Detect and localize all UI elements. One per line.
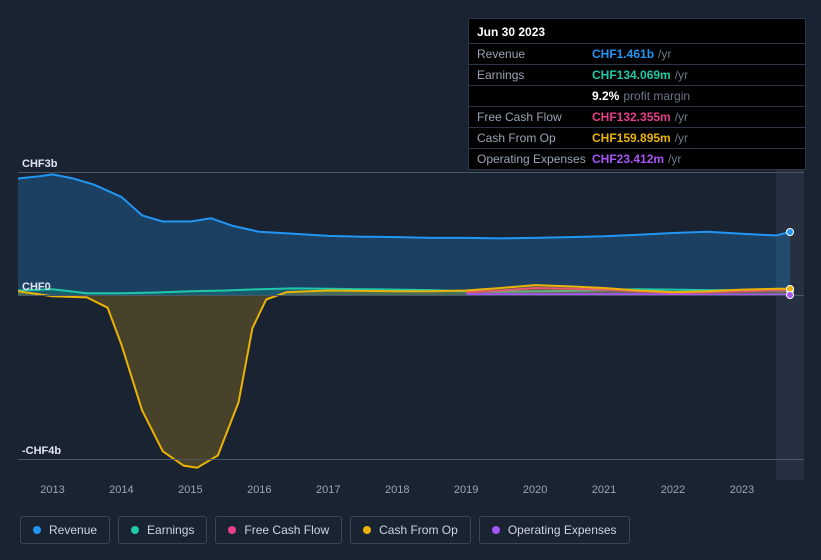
tooltip-date: Jun 30 2023 bbox=[469, 19, 805, 44]
tooltip-label: Revenue bbox=[477, 47, 592, 61]
tooltip-row: Cash From OpCHF159.895m/yr bbox=[469, 128, 805, 149]
tooltip-label: Earnings bbox=[477, 68, 592, 82]
legend-item[interactable]: Free Cash Flow bbox=[215, 516, 342, 544]
legend: Revenue Earnings Free Cash Flow Cash From O… bbox=[20, 516, 630, 544]
tooltip-row: EarningsCHF134.069m/yr bbox=[469, 65, 805, 86]
gridline bbox=[18, 172, 804, 173]
legend-item[interactable]: Revenue bbox=[20, 516, 110, 544]
tooltip-label: Operating Expenses bbox=[477, 152, 592, 166]
legend-dot-icon bbox=[492, 526, 500, 534]
gridline bbox=[18, 295, 804, 296]
tooltip-value: CHF132.355m/yr bbox=[592, 110, 688, 124]
legend-label: Earnings bbox=[147, 523, 194, 537]
tooltip-value: CHF23.412m/yr bbox=[592, 152, 681, 166]
x-axis-label: 2022 bbox=[661, 484, 685, 496]
legend-label: Free Cash Flow bbox=[244, 523, 329, 537]
x-axis-label: 2019 bbox=[454, 484, 478, 496]
chart-plot[interactable]: CHF3b CHF0 -CHF4b bbox=[18, 160, 804, 480]
tooltip-box: Jun 30 2023 RevenueCHF1.461b/yrEarningsC… bbox=[468, 18, 806, 170]
legend-label: Revenue bbox=[49, 523, 97, 537]
legend-dot-icon bbox=[33, 526, 41, 534]
tooltip-row: Free Cash FlowCHF132.355m/yr bbox=[469, 107, 805, 128]
tooltip-value: CHF1.461b/yr bbox=[592, 47, 671, 61]
y-axis-label: -CHF4b bbox=[22, 445, 61, 457]
tooltip-row: Operating ExpensesCHF23.412m/yr bbox=[469, 149, 805, 169]
tooltip-label: Cash From Op bbox=[477, 131, 592, 145]
gridline bbox=[18, 459, 804, 460]
legend-dot-icon bbox=[131, 526, 139, 534]
chart-svg bbox=[18, 160, 804, 480]
chart-container: Jun 30 2023 RevenueCHF1.461b/yrEarningsC… bbox=[0, 0, 821, 560]
legend-label: Operating Expenses bbox=[508, 523, 617, 537]
series-end-marker bbox=[786, 228, 794, 236]
x-axis-label: 2021 bbox=[592, 484, 616, 496]
legend-item[interactable]: Earnings bbox=[118, 516, 207, 544]
x-axis-labels: 2013 2014 2015 2016 2017 2018 2019 2020 2021 2022… bbox=[18, 484, 804, 502]
y-axis-label: CHF0 bbox=[22, 281, 51, 293]
tooltip-row: 9.2%profit margin bbox=[469, 86, 805, 107]
x-axis-label: 2020 bbox=[523, 484, 547, 496]
legend-dot-icon bbox=[363, 526, 371, 534]
tooltip-value: CHF159.895m/yr bbox=[592, 131, 688, 145]
y-axis-label: CHF3b bbox=[22, 158, 57, 170]
x-axis-label: 2023 bbox=[730, 484, 754, 496]
x-axis-label: 2016 bbox=[247, 484, 271, 496]
tooltip-row: RevenueCHF1.461b/yr bbox=[469, 44, 805, 65]
x-axis-label: 2013 bbox=[40, 484, 64, 496]
x-axis-label: 2014 bbox=[109, 484, 133, 496]
legend-item[interactable]: Operating Expenses bbox=[479, 516, 630, 544]
series-end-marker bbox=[786, 291, 794, 299]
x-axis-label: 2018 bbox=[385, 484, 409, 496]
x-axis-label: 2017 bbox=[316, 484, 340, 496]
tooltip-label bbox=[477, 89, 592, 103]
tooltip-value: CHF134.069m/yr bbox=[592, 68, 688, 82]
legend-item[interactable]: Cash From Op bbox=[350, 516, 471, 544]
tooltip-value: 9.2%profit margin bbox=[592, 89, 690, 103]
legend-label: Cash From Op bbox=[379, 523, 458, 537]
legend-dot-icon bbox=[228, 526, 236, 534]
x-axis-label: 2015 bbox=[178, 484, 202, 496]
tooltip-label: Free Cash Flow bbox=[477, 110, 592, 124]
